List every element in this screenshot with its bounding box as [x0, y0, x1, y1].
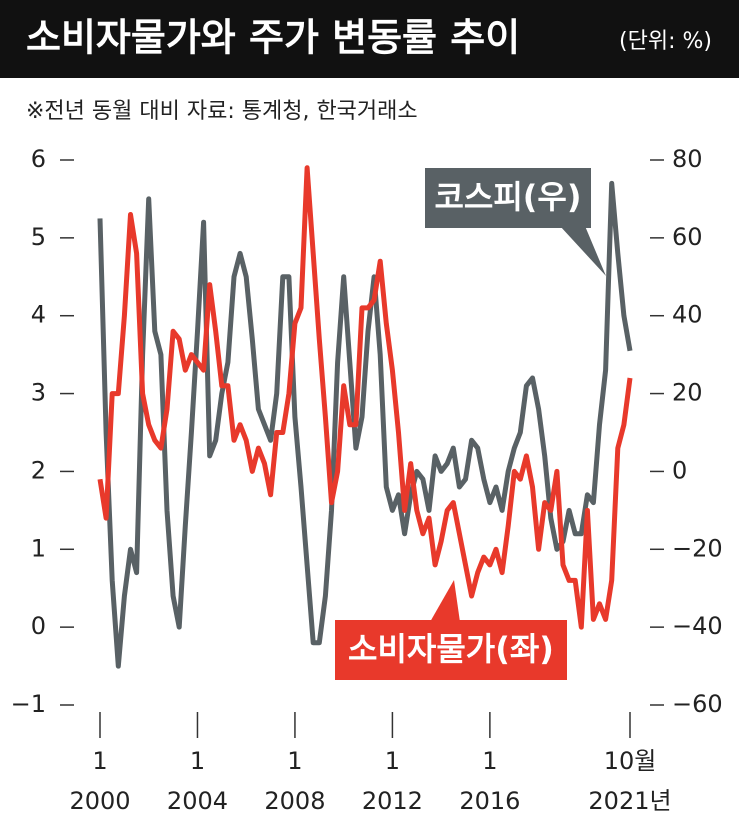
- x-tick-year: 2021년: [588, 787, 671, 815]
- subtitle: ※전년 동월 대비 자료: 통계청, 한국거래소: [26, 99, 418, 124]
- series-label: 코스피(우): [434, 178, 581, 216]
- y2-tick-label: −40: [672, 612, 723, 640]
- title-bar: [0, 0, 739, 78]
- x-tick-label: 1: [92, 747, 107, 775]
- x-tick-label: 10월: [604, 747, 657, 775]
- label-pointer: [560, 226, 606, 276]
- y2-tick-label: 20: [672, 379, 703, 407]
- y2-tick-label: −60: [672, 690, 723, 718]
- label-box: [335, 620, 567, 680]
- y-tick-label: 3: [31, 379, 46, 407]
- y2-tick-label: 0: [672, 456, 687, 484]
- x-tick-year: 2004: [167, 787, 228, 815]
- cpi-label: 소비자물가(좌): [335, 580, 567, 680]
- y-tick-label: 5: [31, 223, 46, 251]
- x-tick-year: 2008: [264, 787, 325, 815]
- y-tick-label: −1: [11, 690, 46, 718]
- x-tick-year: 2016: [459, 787, 520, 815]
- y-tick-label: 6: [31, 145, 46, 173]
- series-line: [97, 180, 633, 669]
- kospi-label: 코스피(우): [425, 168, 606, 276]
- x-tick-label: 1: [385, 747, 400, 775]
- plot-area: −1 0 1 2 3 4 5 6 −60 −40 −20 0 20 40 60 80 1 2000 1 2004 1 20…: [11, 145, 723, 815]
- y2-tick-label: 80: [672, 145, 703, 173]
- y-tick-label: 4: [31, 301, 46, 329]
- y-tick-label: 1: [31, 534, 46, 562]
- series-line: [97, 165, 633, 630]
- y2-tick-label: −20: [672, 534, 723, 562]
- x-tick-label: 1: [482, 747, 497, 775]
- x-tick-year: 2012: [362, 787, 423, 815]
- y-tick-label: 0: [31, 612, 46, 640]
- label-pointer: [430, 580, 460, 622]
- label-box: [425, 168, 591, 228]
- x-tick-year: 2000: [69, 787, 130, 815]
- y-tick-label: 2: [31, 456, 46, 484]
- unit-label: (단위: %): [619, 29, 712, 54]
- y2-tick-label: 40: [672, 301, 703, 329]
- y2-tick-label: 60: [672, 223, 703, 251]
- x-tick-label: 1: [287, 747, 302, 775]
- x-tick-label: 1: [190, 747, 205, 775]
- series-label: 소비자물가(좌): [348, 630, 554, 668]
- chart-title: 소비자물가와 주가 변동률 추이: [26, 16, 520, 60]
